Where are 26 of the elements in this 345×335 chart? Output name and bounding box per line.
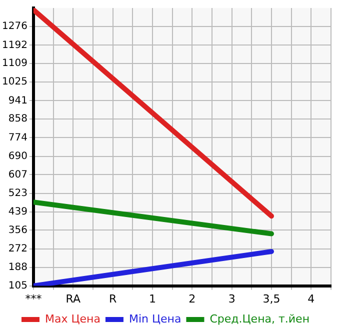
y-tick-label: 439 [8,206,28,218]
y-tick-label: 1109 [2,58,28,70]
x-tick-label: *** [25,292,42,306]
y-tick-label: 356 [8,224,28,236]
y-tick-label: 105 [8,280,28,292]
y-tick-label: 1192 [2,40,28,51]
x-tick-label: 3 [228,292,236,306]
x-tick-label: RA [66,292,81,306]
legend-label: Max Цена [44,312,100,326]
legend-label: Сред.Цена, т.йен [210,312,310,326]
legend-label: Min Цена [128,312,182,326]
y-tick-label: 607 [8,169,28,180]
y-tick-label: 941 [8,95,28,106]
y-tick-label: 774 [8,132,28,144]
y-tick-label: 858 [8,114,28,125]
y-tick-label: 1276 [2,21,28,32]
x-tick-label: R [108,292,117,306]
y-tick-label: 1025 [2,76,28,88]
x-tick-label: 1 [148,292,156,306]
x-tick-label: 2 [188,292,196,306]
x-tick-label: 3,5 [262,292,280,306]
x-tick-label: 4 [308,292,315,306]
y-tick-label: 272 [8,243,28,254]
y-tick-label: 188 [8,262,28,274]
y-tick-label: 690 [8,150,28,162]
y-tick-label: 523 [8,188,28,199]
